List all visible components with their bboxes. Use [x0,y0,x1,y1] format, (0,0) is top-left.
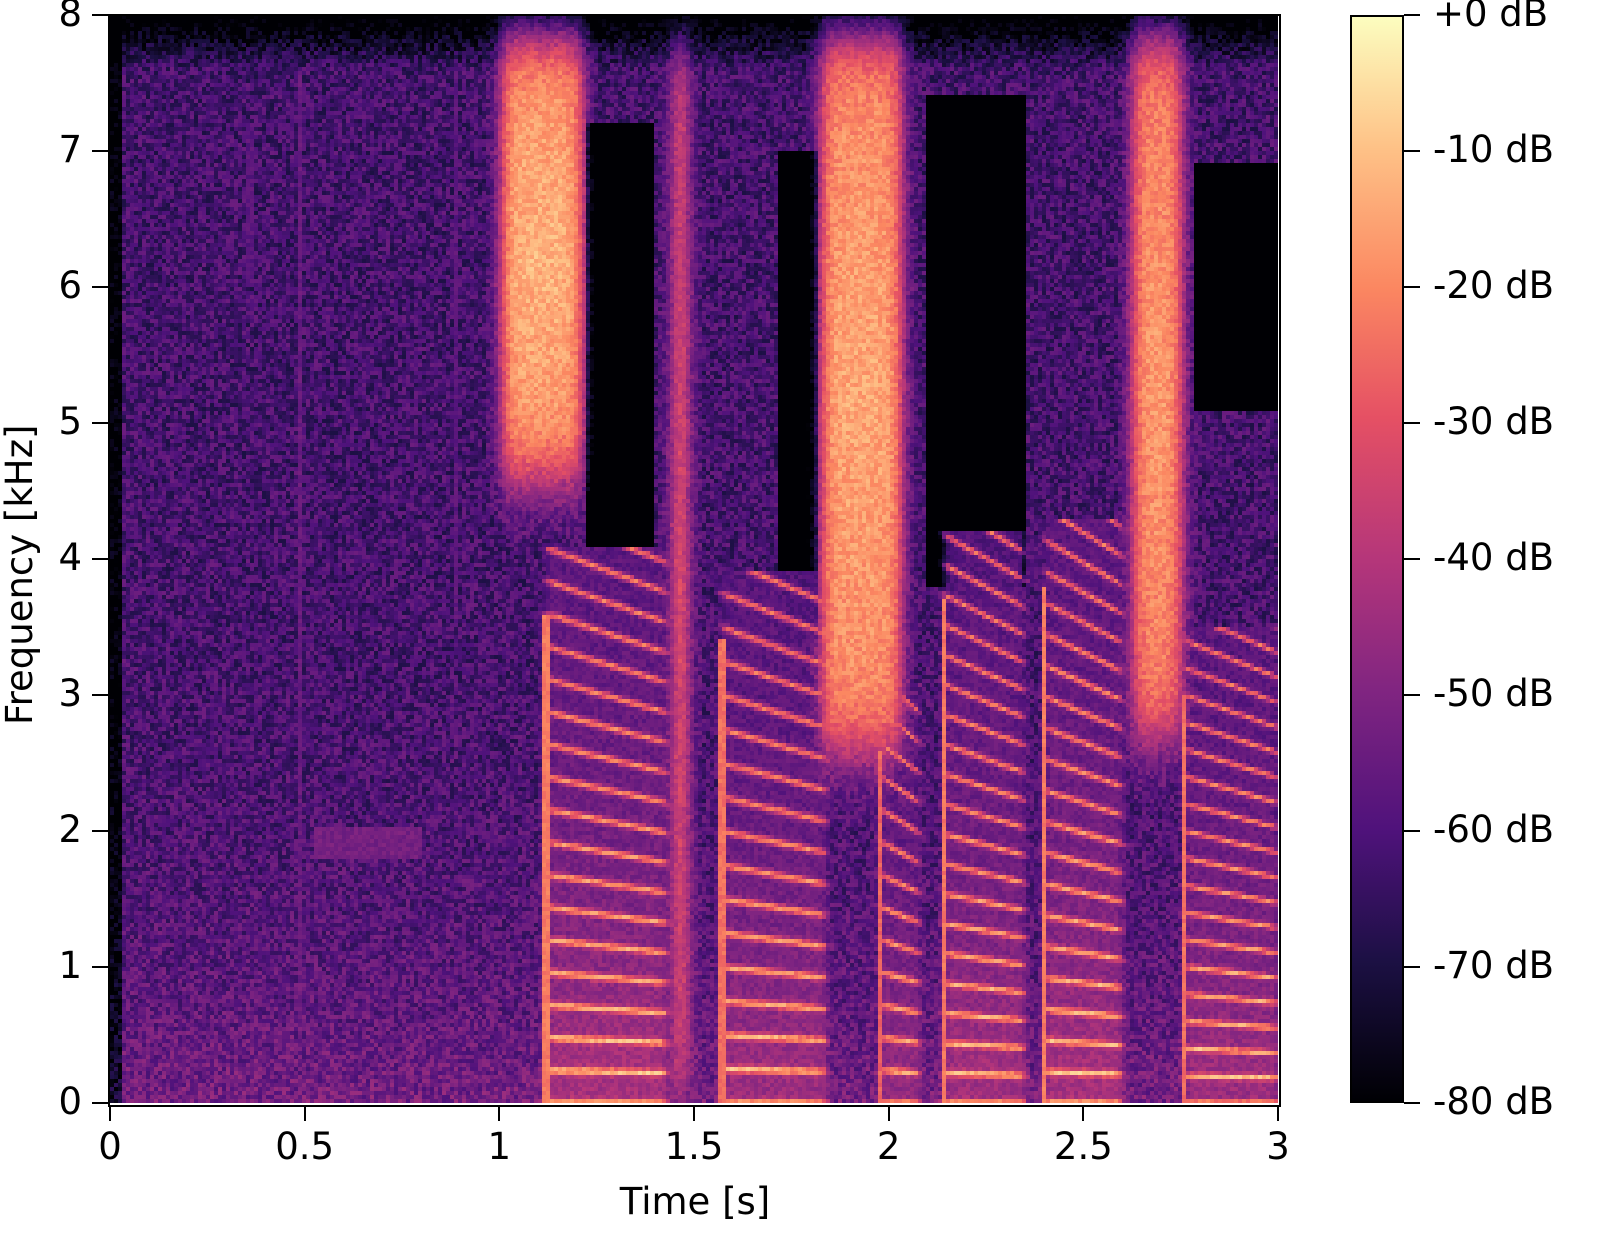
y-tick-label: 0 [58,1080,82,1123]
x-tick-label: 2 [876,1125,901,1168]
colorbar [1350,15,1404,1103]
spectrogram-heatmap [110,15,1278,1103]
colorbar-tick [1404,966,1420,968]
colorbar-tick [1404,830,1420,832]
colorbar-tick-label: -70 dB [1433,944,1555,987]
colorbar-tick [1404,150,1420,152]
y-tick [92,14,108,16]
colorbar-tick [1404,1102,1420,1104]
colorbar-tick-label: -50 dB [1433,672,1555,715]
y-tick-label: 2 [58,808,82,851]
x-tick [498,1105,501,1121]
y-tick-label: 8 [58,0,82,35]
x-tick-label: 3 [1266,1125,1290,1168]
x-tick-label: 0 [98,1125,122,1168]
colorbar-tick [1404,422,1420,424]
x-tick [109,1105,111,1121]
x-tick [1082,1105,1085,1121]
y-tick [92,422,108,424]
colorbar-tick-label: -80 dB [1433,1080,1555,1123]
x-tick [303,1105,306,1121]
x-axis-label: Time [s] [619,1180,771,1223]
y-tick-label: 6 [58,264,82,307]
x-tick-label: 2.5 [1053,1125,1113,1168]
y-tick [92,1102,108,1104]
colorbar-tick-label: -10 dB [1433,128,1555,171]
x-tick-label: 1 [487,1125,512,1168]
x-tick-label: 0.5 [275,1125,335,1168]
colorbar-tick [1404,694,1420,696]
y-tick [92,286,108,288]
colorbar-tick-label: -60 dB [1433,808,1555,851]
y-tick [92,830,108,832]
colorbar-tick-label: -40 dB [1433,536,1555,579]
x-tick [693,1105,695,1121]
colorbar-tick [1404,14,1420,16]
x-tick [1277,1105,1279,1121]
colorbar-tick [1404,286,1420,288]
y-tick [92,966,108,968]
y-tick-label: 3 [58,672,82,715]
y-tick [92,694,108,696]
y-axis-label-wrap: Frequency [kHz] [0,395,42,725]
colorbar-tick-label: -30 dB [1433,400,1555,443]
y-tick-label: 1 [58,944,82,987]
y-axis-label: Frequency [kHz] [0,424,41,725]
colorbar-tick [1404,558,1420,560]
colorbar-tick-label: +0 dB [1433,0,1549,35]
y-tick-label: 7 [58,128,82,171]
x-tick [887,1105,890,1121]
spectrogram-plot-area [110,15,1278,1103]
y-tick [92,150,108,152]
y-tick [92,558,108,560]
x-tick-label: 1.5 [664,1125,724,1168]
colorbar-tick-label: -20 dB [1433,264,1555,307]
y-tick-label: 4 [58,536,82,579]
y-tick-label: 5 [58,400,82,443]
